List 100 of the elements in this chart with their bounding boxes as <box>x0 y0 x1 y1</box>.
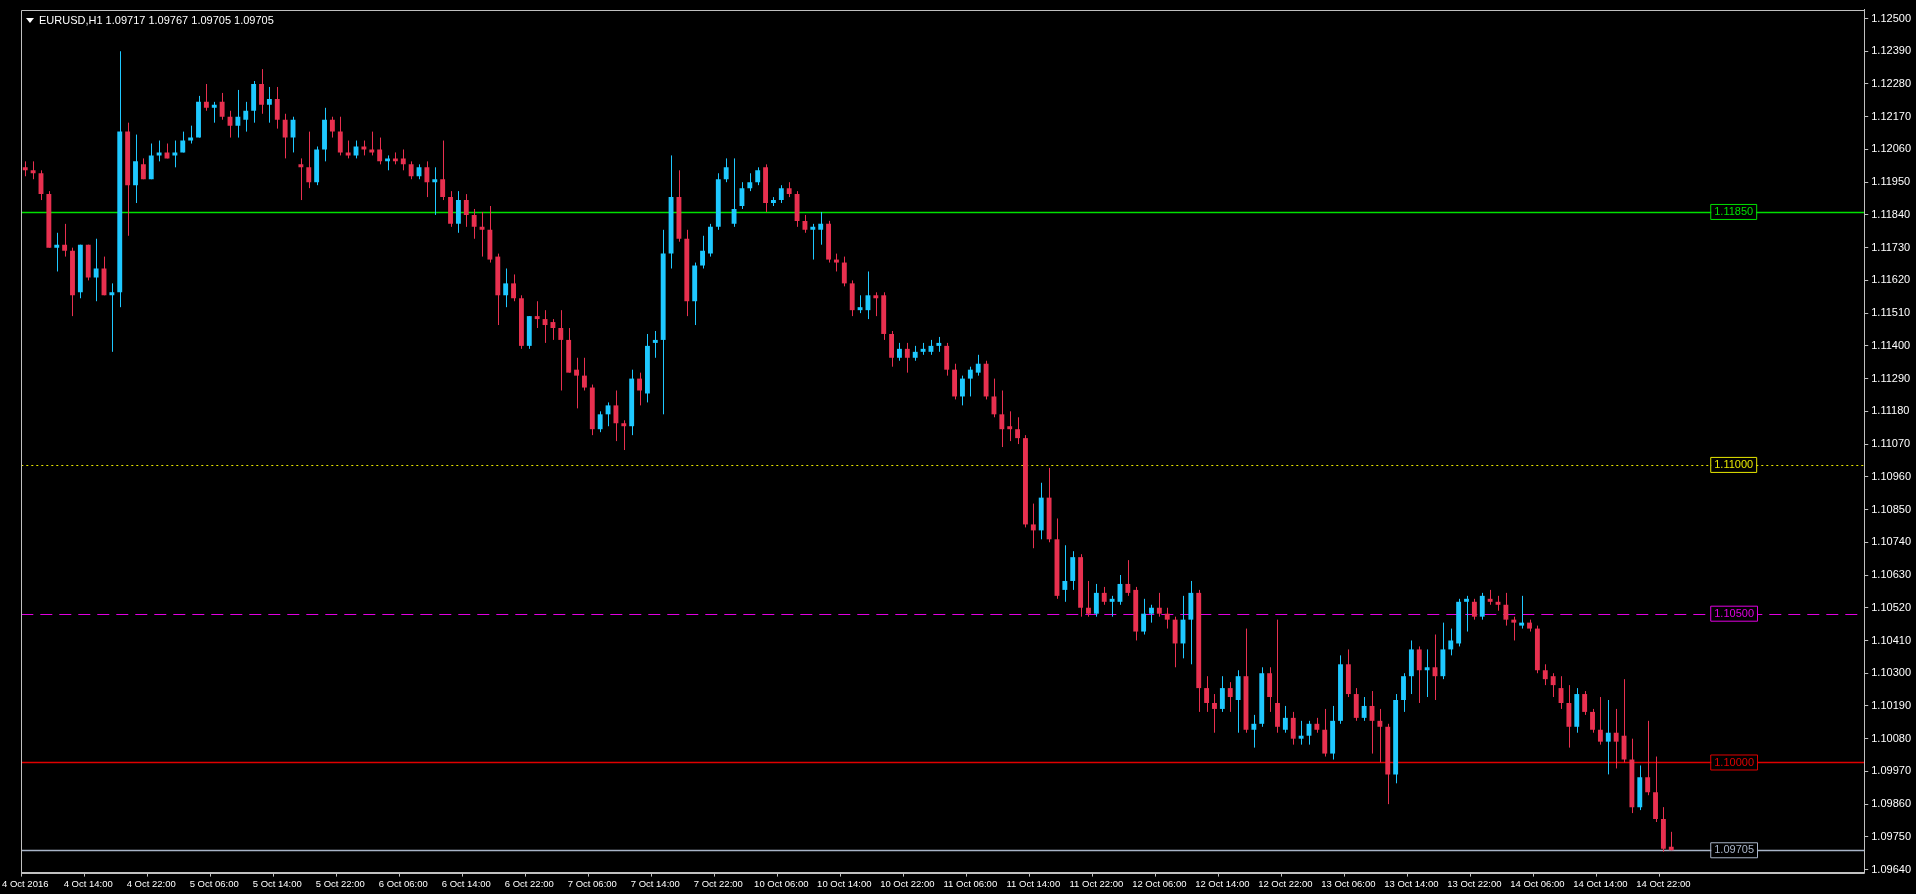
y-tick-label: 1.11840 <box>1871 207 1911 220</box>
candlestick <box>1605 699 1611 775</box>
x-tick-label: 10 Oct 22:00 <box>880 877 935 889</box>
y-tick-label: 1.10960 <box>1871 469 1911 482</box>
candlestick <box>904 342 910 374</box>
candlestick <box>1377 708 1383 763</box>
x-tick-label: 14 Oct 06:00 <box>1510 877 1565 889</box>
y-tick-label: 1.12500 <box>1871 11 1911 24</box>
candlestick <box>534 300 540 329</box>
candlestick <box>889 330 895 368</box>
y-tick-label: 1.10520 <box>1871 600 1911 613</box>
ref-line-label: 1.09705 <box>1714 843 1754 856</box>
x-tick-label: 12 Oct 14:00 <box>1195 877 1250 889</box>
candlestick <box>1227 681 1233 713</box>
candlestick <box>1479 592 1485 621</box>
candlestick <box>1550 672 1556 698</box>
candlestick <box>1015 416 1021 445</box>
candlestick <box>1030 503 1036 549</box>
x-tick-label: 13 Oct 22:00 <box>1447 877 1502 889</box>
candlestick <box>432 166 438 216</box>
y-tick-label: 1.11730 <box>1871 240 1911 253</box>
x-tick-label: 13 Oct 14:00 <box>1384 877 1439 889</box>
y-tick-label: 1.11510 <box>1871 306 1911 319</box>
candlestick <box>1282 705 1288 734</box>
candlestick <box>235 89 241 139</box>
candlestick <box>1086 580 1091 618</box>
candlestick <box>62 223 68 258</box>
candlestick <box>455 190 461 234</box>
candlestick <box>148 143 154 180</box>
candlestick <box>558 309 564 392</box>
candlestick <box>1251 714 1257 749</box>
candlestick <box>1219 675 1225 713</box>
y-tick-label: 1.11070 <box>1871 437 1911 450</box>
x-tick-label: 11 Oct 06:00 <box>943 877 998 889</box>
candlestick <box>1235 669 1241 734</box>
y-tick-label: 1.11620 <box>1871 273 1911 286</box>
candlestick <box>975 354 981 377</box>
candlestick <box>1267 666 1273 713</box>
candlestick <box>471 208 477 240</box>
x-tick-label: 12 Oct 06:00 <box>1132 877 1187 889</box>
y-tick-label: 1.09860 <box>1871 797 1911 810</box>
y-tick-label: 1.11400 <box>1871 338 1911 351</box>
candlestick <box>109 282 115 353</box>
candlestick <box>1503 592 1509 627</box>
candlestick <box>597 410 603 433</box>
x-tick-label: 11 Oct 14:00 <box>1006 877 1061 889</box>
candlestick <box>203 83 209 112</box>
y-tick-label: 1.12390 <box>1871 44 1911 57</box>
y-tick-label: 1.12280 <box>1871 77 1911 90</box>
candlestick <box>1471 598 1477 621</box>
candlestick <box>818 211 824 246</box>
candlestick <box>298 157 304 201</box>
x-tick-label: 14 Oct 22:00 <box>1636 877 1691 889</box>
candlestick <box>637 372 642 406</box>
candlestick <box>1645 720 1651 796</box>
candlestick <box>1401 672 1406 713</box>
candlestick <box>1093 583 1099 618</box>
y-tick-label: 1.10850 <box>1871 502 1911 515</box>
x-tick-label: 4 Oct 14:00 <box>63 877 113 889</box>
x-tick-label: 11 Oct 22:00 <box>1069 877 1124 889</box>
candlestick <box>574 357 579 409</box>
candlestick <box>944 342 950 377</box>
x-tick-label: 7 Oct 22:00 <box>693 877 743 889</box>
candlestick <box>1590 708 1595 734</box>
candlestick <box>621 419 627 451</box>
candlestick <box>503 268 509 308</box>
candlestick <box>369 131 375 156</box>
candlestick <box>211 101 217 124</box>
x-tick-label: 5 Oct 14:00 <box>252 877 302 889</box>
candlestick <box>1275 619 1280 734</box>
candlestick <box>1125 559 1131 597</box>
ref-line-label: 1.11000 <box>1714 457 1754 470</box>
candlestick <box>810 223 816 261</box>
candlestick <box>1519 595 1525 630</box>
candlestick <box>1613 708 1619 769</box>
candlestick <box>1204 675 1210 713</box>
candlestick <box>337 116 343 156</box>
candlestick <box>1416 645 1422 704</box>
x-tick-label: 10 Oct 14:00 <box>817 877 872 889</box>
candlestick <box>219 92 225 121</box>
chart-title: EURUSD,H1 1.09717 1.09767 1.09705 1.09705 <box>39 14 274 26</box>
candlestick <box>1298 720 1304 746</box>
candlestick <box>1141 598 1147 636</box>
x-tick-label: 6 Oct 14:00 <box>441 877 491 889</box>
candlestick <box>282 113 288 159</box>
candlestick <box>259 68 264 115</box>
candlestick <box>274 86 280 130</box>
candlestick <box>1164 607 1170 630</box>
candlestick <box>1464 595 1469 633</box>
candlestick <box>400 148 406 171</box>
y-tick-label: 1.12060 <box>1871 142 1911 155</box>
candlestick <box>739 181 745 210</box>
candlestick <box>1062 544 1068 603</box>
x-tick-label: 5 Oct 22:00 <box>315 877 365 889</box>
candlestick <box>1361 696 1367 722</box>
y-tick-label: 1.12170 <box>1871 109 1911 122</box>
x-tick-label: 6 Oct 22:00 <box>504 877 554 889</box>
y-tick-label: 1.10080 <box>1871 731 1911 744</box>
x-tick-label: 13 Oct 06:00 <box>1321 877 1376 889</box>
candlestick <box>172 140 178 168</box>
